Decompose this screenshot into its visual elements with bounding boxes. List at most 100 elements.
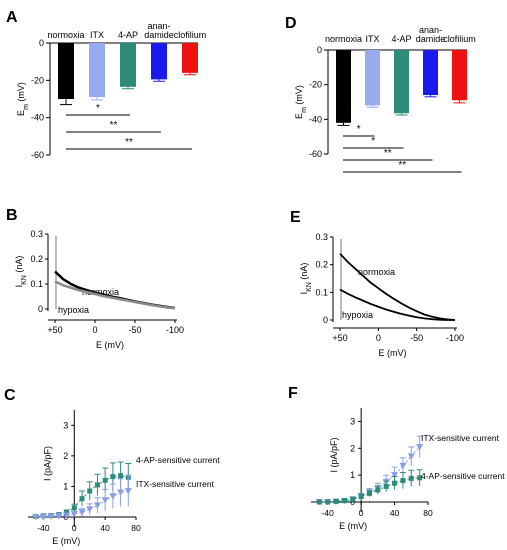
y-tick-label-D: -40 [309,114,322,124]
panel-label-f: F [288,385,298,402]
y-axis-label-F: I (pA/pF) [329,437,339,472]
y-tick-label-E: 0.3 [315,232,328,242]
point-C-0-7 [87,488,93,494]
point-F-1-1 [325,499,331,505]
panel-label-a: A [6,9,18,26]
series-label-C-1: ITX-sensitive current [136,479,215,489]
x-tick-label-F: 80 [423,508,433,518]
category-label-D-2: 4-AP [391,34,411,44]
panel-label-b: B [6,207,18,224]
point-C-1-6 [78,509,86,516]
y-tick-label-B: 0.1 [30,279,43,289]
y-tick-label-C: 2 [63,451,68,461]
bar-D-2 [394,50,409,114]
x-tick-label-E: +50 [332,333,347,343]
x-axis-label-B: E (mV) [96,340,124,350]
panel-label-d: D [285,15,297,32]
y-tick-label-F: 3 [350,416,355,426]
x-tick-label-E: -100 [446,333,464,343]
x-axis-label-E: E (mV) [379,348,407,358]
bar-D-4 [452,50,467,101]
point-C-1-3 [55,513,63,520]
x-tick-label-B: 0 [92,325,97,335]
x-axis-label-F: E (mV) [339,521,367,531]
y-axis-label-C: I (pA/pF) [42,446,52,481]
category-label-D-4: clofilium [443,34,476,44]
point-F-0-12 [416,443,424,451]
category-label-D-3: damide [416,34,446,44]
point-C-1-2 [47,513,55,520]
y-axis-label-D: Em (mV) [294,85,308,119]
y-tick-label-E: 0.2 [315,260,328,270]
point-C-1-10 [109,493,117,500]
point-F-1-3 [341,498,347,504]
y-tick-label-F: 1 [350,470,355,480]
point-C-0-9 [102,477,108,483]
y-tick-label-A: -60 [31,150,44,160]
point-F-1-9 [392,480,398,486]
point-C-1-9 [101,497,109,504]
y-tick-label-B: 0 [38,304,43,314]
significance-label-D-0: * [357,124,361,135]
trace-label-E-hypoxia: hypoxia [342,310,373,320]
category-label-D-3: anan- [419,25,442,35]
y-tick-label-D: -20 [309,80,322,90]
panel-label-e: E [290,209,301,226]
panel-label-c: C [4,387,16,404]
y-axis-label-B: IKN (nA) [14,256,28,288]
point-F-1-5 [358,494,364,500]
series-label-C-0: 4-AP-sensitive current [136,455,220,465]
significance-label-D-1: * [371,136,375,147]
point-F-1-11 [408,475,414,481]
point-F-0-9 [391,472,399,479]
y-tick-label-E: 0.1 [315,287,328,297]
x-tick-label-C: 0 [72,523,77,533]
point-C-1-7 [86,506,94,513]
y-tick-label-F: 2 [350,443,355,453]
point-F-0-10 [399,462,407,470]
x-tick-label-E: 0 [376,333,381,343]
x-tick-label-F: -40 [322,508,335,518]
point-F-1-4 [350,496,356,502]
bar-D-1 [365,50,380,106]
point-F-1-10 [400,478,406,484]
point-C-0-8 [94,482,100,488]
category-label-A-2: 4-AP [118,30,138,40]
x-tick-label-B: -50 [128,325,141,335]
x-axis-label-C: E (mV) [52,536,80,546]
y-tick-label-C: 3 [63,420,68,430]
y-tick-label-D: -60 [309,149,322,159]
significance-label-A-2: ** [125,137,133,148]
bar-A-4 [182,43,198,73]
y-tick-label-E: 0 [323,315,328,325]
point-F-1-0 [316,499,322,505]
point-F-1-6 [367,490,372,496]
y-tick-label-B: 0.2 [30,254,43,264]
x-tick-label-C: 80 [131,523,141,533]
trace-E-hypoxia [339,288,455,321]
bar-D-3 [423,50,438,96]
significance-label-D-3: ** [398,160,406,171]
x-tick-label-E: -50 [410,333,423,343]
y-tick-label-A: -20 [31,75,44,85]
x-tick-label-F: 0 [359,508,364,518]
point-C-1-1 [39,514,47,521]
y-tick-label-A: 0 [39,38,44,48]
category-label-A-3: anan- [147,21,170,31]
category-label-A-3: damide [144,30,174,40]
point-F-0-11 [407,453,415,460]
x-tick-label-C: 40 [100,523,110,533]
trace-label-E-normoxia: normoxia [358,267,395,277]
trace-B-hypoxia [54,280,176,310]
x-tick-label-C: -40 [37,523,50,533]
y-tick-label-A: -40 [31,113,44,123]
x-tick-label-B: -100 [166,325,184,335]
x-tick-label-F: 40 [390,508,400,518]
significance-label-D-2: ** [384,148,392,159]
point-F-1-8 [383,483,389,489]
trace-E-normoxia [339,252,456,321]
bar-A-0 [58,43,74,99]
point-C-0-11 [118,473,124,479]
bar-A-2 [120,43,136,87]
